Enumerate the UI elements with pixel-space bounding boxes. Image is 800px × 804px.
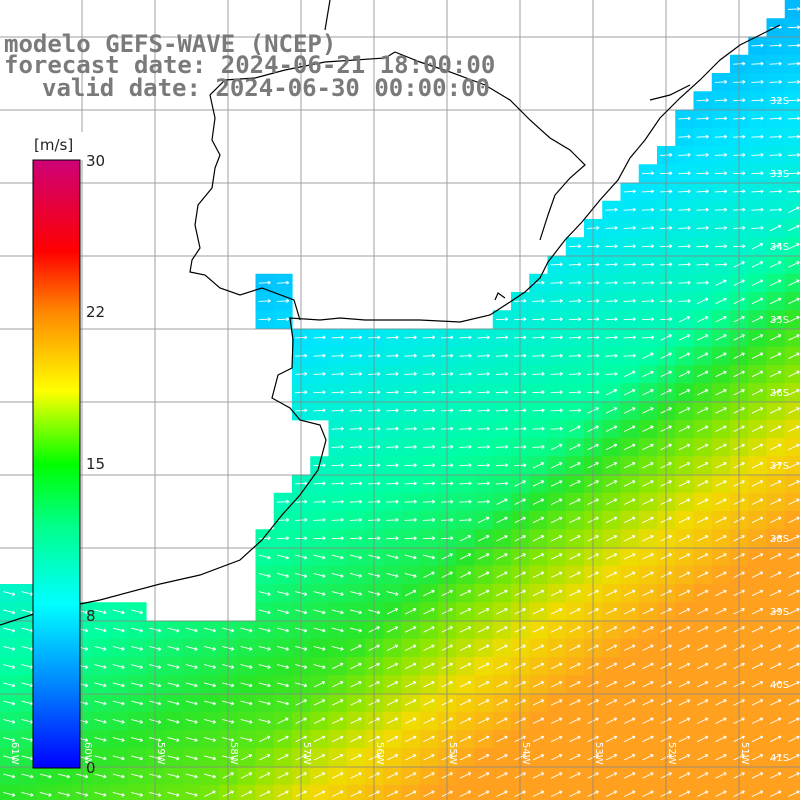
lat-label-35s: 35S [770, 315, 789, 326]
title-model: modelo GEFS-WAVE (NCEP) [4, 30, 336, 58]
lat-label-40s: 40S [770, 680, 789, 691]
lon-label-51w: 51W [739, 742, 750, 765]
colorbar-tick-22: 22 [86, 303, 105, 321]
lat-label-38s: 38S [770, 534, 789, 545]
wind-arrows [3, 7, 800, 797]
title-forecast-date: forecast date: 2024-06-21 18:00:00 [4, 51, 495, 79]
lon-label-53w: 53W [593, 742, 604, 765]
lon-label-52w: 52W [666, 742, 677, 765]
lat-label-39s: 39S [770, 607, 789, 618]
lat-label-36s: 36S [770, 388, 789, 399]
colorbar-tick-8: 8 [86, 607, 96, 625]
latitude-labels: 32S 33S 34S 35S 36S 37S 38S 39S 40S 41S [770, 96, 789, 764]
colorbar-tick-0: 0 [86, 759, 96, 777]
lon-label-55w: 55W [447, 742, 458, 765]
lat-label-33s: 33S [770, 169, 789, 180]
colorbar-unit-box [30, 132, 84, 160]
lat-label-41s: 41S [770, 753, 789, 764]
lat-label-34s: 34S [770, 242, 789, 253]
colorbar: [m/s] 30 22 15 8 0 [30, 132, 105, 777]
coastline [0, 0, 781, 626]
colorbar-gradient [32, 159, 81, 769]
lat-label-32s: 32S [770, 96, 789, 107]
lon-label-56w: 56W [374, 742, 385, 765]
lon-label-59w: 59W [155, 742, 166, 765]
title-valid-date: valid date: 2024-06-30 00:00:00 [42, 74, 490, 102]
colorbar-tick-30: 30 [86, 152, 105, 170]
lon-label-60w: 60W [82, 742, 93, 765]
lat-label-37s: 37S [770, 461, 789, 472]
colorbar-unit: [m/s] [34, 136, 73, 154]
map-title-block: modelo GEFS-WAVE (NCEP) forecast date: 2… [4, 30, 495, 102]
lon-label-61w: 61W [9, 742, 20, 765]
lon-label-54w: 54W [520, 742, 531, 765]
longitude-labels: 61W 60W 59W 58W 57W 56W 55W 54W 53W 52W … [9, 742, 750, 765]
lon-label-57w: 57W [301, 742, 312, 765]
lon-label-58w: 58W [228, 742, 239, 765]
colorbar-tick-15: 15 [86, 455, 105, 473]
